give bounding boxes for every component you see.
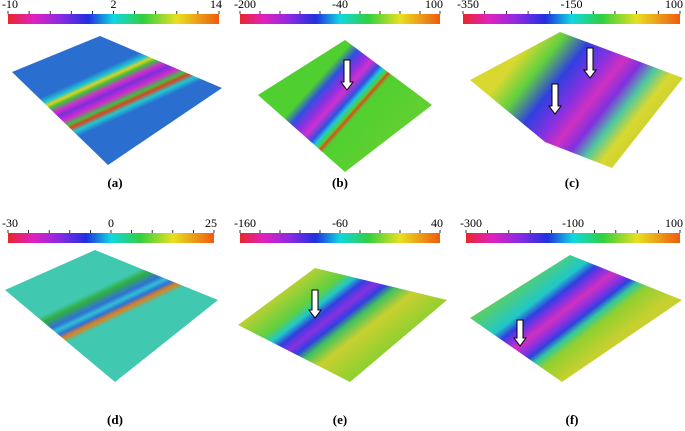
arrows	[308, 47, 597, 347]
colorbar-label: -30	[2, 216, 18, 230]
colorbar-label: -350	[457, 0, 479, 11]
colorbar	[463, 14, 680, 24]
arrow	[583, 47, 597, 79]
panel-caption: (f)	[566, 412, 579, 427]
colorbar-label: -200	[234, 0, 256, 11]
surface-a	[12, 36, 222, 165]
colorbar-label: -40	[332, 0, 348, 11]
colorbar-label: 2	[111, 0, 117, 11]
colorbar	[240, 14, 440, 24]
surfaces	[5, 32, 683, 382]
surface-f	[470, 255, 682, 382]
colorbar-label: -150	[561, 0, 583, 11]
colorbar-label: 25	[205, 216, 217, 230]
colorbar-label: 100	[665, 0, 683, 11]
panel-caption: (b)	[332, 175, 348, 190]
surface-e	[238, 268, 447, 382]
colorbar	[240, 233, 440, 243]
panel-caption: (c)	[565, 175, 579, 190]
colorbar-label: -160	[234, 216, 256, 230]
colorbar-label: -10	[2, 0, 18, 11]
surface-d	[5, 250, 218, 382]
surface-b	[258, 40, 432, 172]
colorbar-label: 100	[425, 0, 443, 11]
surface-c	[470, 32, 683, 168]
colorbar-label: 100	[665, 216, 683, 230]
panel-caption: (d)	[107, 412, 123, 427]
colorbar	[466, 233, 680, 243]
arrow	[513, 319, 527, 347]
colorbar-label: -300	[460, 216, 482, 230]
arrow	[308, 289, 322, 319]
arrow	[340, 59, 354, 91]
colorbar	[8, 14, 219, 24]
panel-caption: (e)	[333, 412, 347, 427]
colorbar-label: 14	[210, 0, 222, 11]
panel-caption: (a)	[107, 175, 122, 190]
colorbar-label: 40	[431, 216, 443, 230]
colorbar-label: -100	[562, 216, 584, 230]
colorbar	[8, 233, 214, 243]
arrow	[548, 83, 562, 115]
colorbar-label: -60	[332, 216, 348, 230]
colorbar-label: 0	[108, 216, 114, 230]
